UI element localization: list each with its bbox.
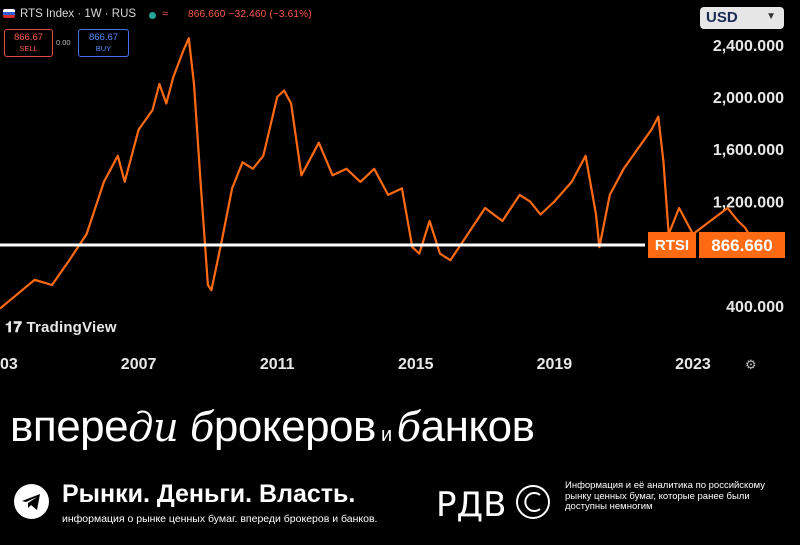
last-price-tag: RTSI 866.660 [648,231,785,258]
tagline-part-6: и [375,424,397,446]
channel-name: Рынки. Деньги. Власть. [62,480,356,508]
wave-icon: ≈ [162,8,169,20]
tagline-part-5: рокеров [213,402,376,451]
currency-select[interactable]: USD ▼ [700,7,784,29]
x-tick-label: 2007 [121,356,157,373]
tagline-part-1: впере [10,402,129,451]
tradingview-logo: 𝟏𝟕 TradingView [5,319,117,336]
buy-price: 866.67 [88,32,119,43]
price-quote: 866.660 −32.460 (−3.61%) [188,9,312,20]
telegram-icon[interactable] [14,484,49,519]
y-tick-label: 2,000.000 [713,90,784,107]
tagline-part-2: ди [128,405,179,451]
y-tick-label: 2,400.000 [713,38,784,55]
buy-button[interactable]: 866.67 BUY [78,29,129,57]
x-tick-label: 2015 [398,356,434,373]
y-tick-label: 1,200.000 [713,194,784,211]
price-tag-value: 866.660 [711,236,772,255]
sell-label: SELL [19,44,38,53]
y-tick-label: 1,600.000 [713,142,784,159]
price-series-line [0,37,757,310]
rdv-logo-text: РДВ [436,485,506,525]
info-text: Информация и её аналитика по российскому… [565,480,765,512]
rdv-logo: РДВ [436,482,551,526]
price-chart[interactable]: 2,400.000 2,000.000 1,600.000 1,200.000 400.… [0,0,800,400]
x-tick-label: 2011 [260,356,295,373]
channel-subtitle: информация о рынке ценных бумаг. впереди… [62,513,378,525]
tagline-part-8: анков [420,402,535,451]
sell-button[interactable]: 866.67 SELL [4,29,53,57]
sell-price: 866.67 [13,32,44,43]
buy-label: BUY [95,44,112,53]
settings-icon[interactable]: ⚙ [745,357,757,372]
market-status-dot [149,12,156,19]
x-tick-label: 2023 [675,356,711,373]
spread-value: 0.00 [56,38,71,47]
y-tick-label: 400.000 [726,299,784,316]
tagline-part-7: б [396,405,421,451]
chevron-down-icon: ▼ [766,11,776,22]
price-tag-symbol: RTSI [655,237,689,254]
tagline-part-3 [178,402,190,451]
x-tick-label: 03 [0,356,18,373]
tagline-part-4: б [189,405,214,451]
currency-value: USD [706,9,738,26]
russia-flag-icon [3,9,15,18]
symbol-title[interactable]: RTS Index · 1W · RUS [20,8,137,20]
x-tick-label: 2019 [537,356,573,373]
tradingview-icon: 𝟏𝟕 [5,319,23,336]
tagline: впереди брокеров и банков [10,402,535,452]
chart-header: RTS Index · 1W · RUS ≈ 866.660 −32.460 (… [0,0,690,26]
tradingview-label: TradingView [26,319,117,336]
